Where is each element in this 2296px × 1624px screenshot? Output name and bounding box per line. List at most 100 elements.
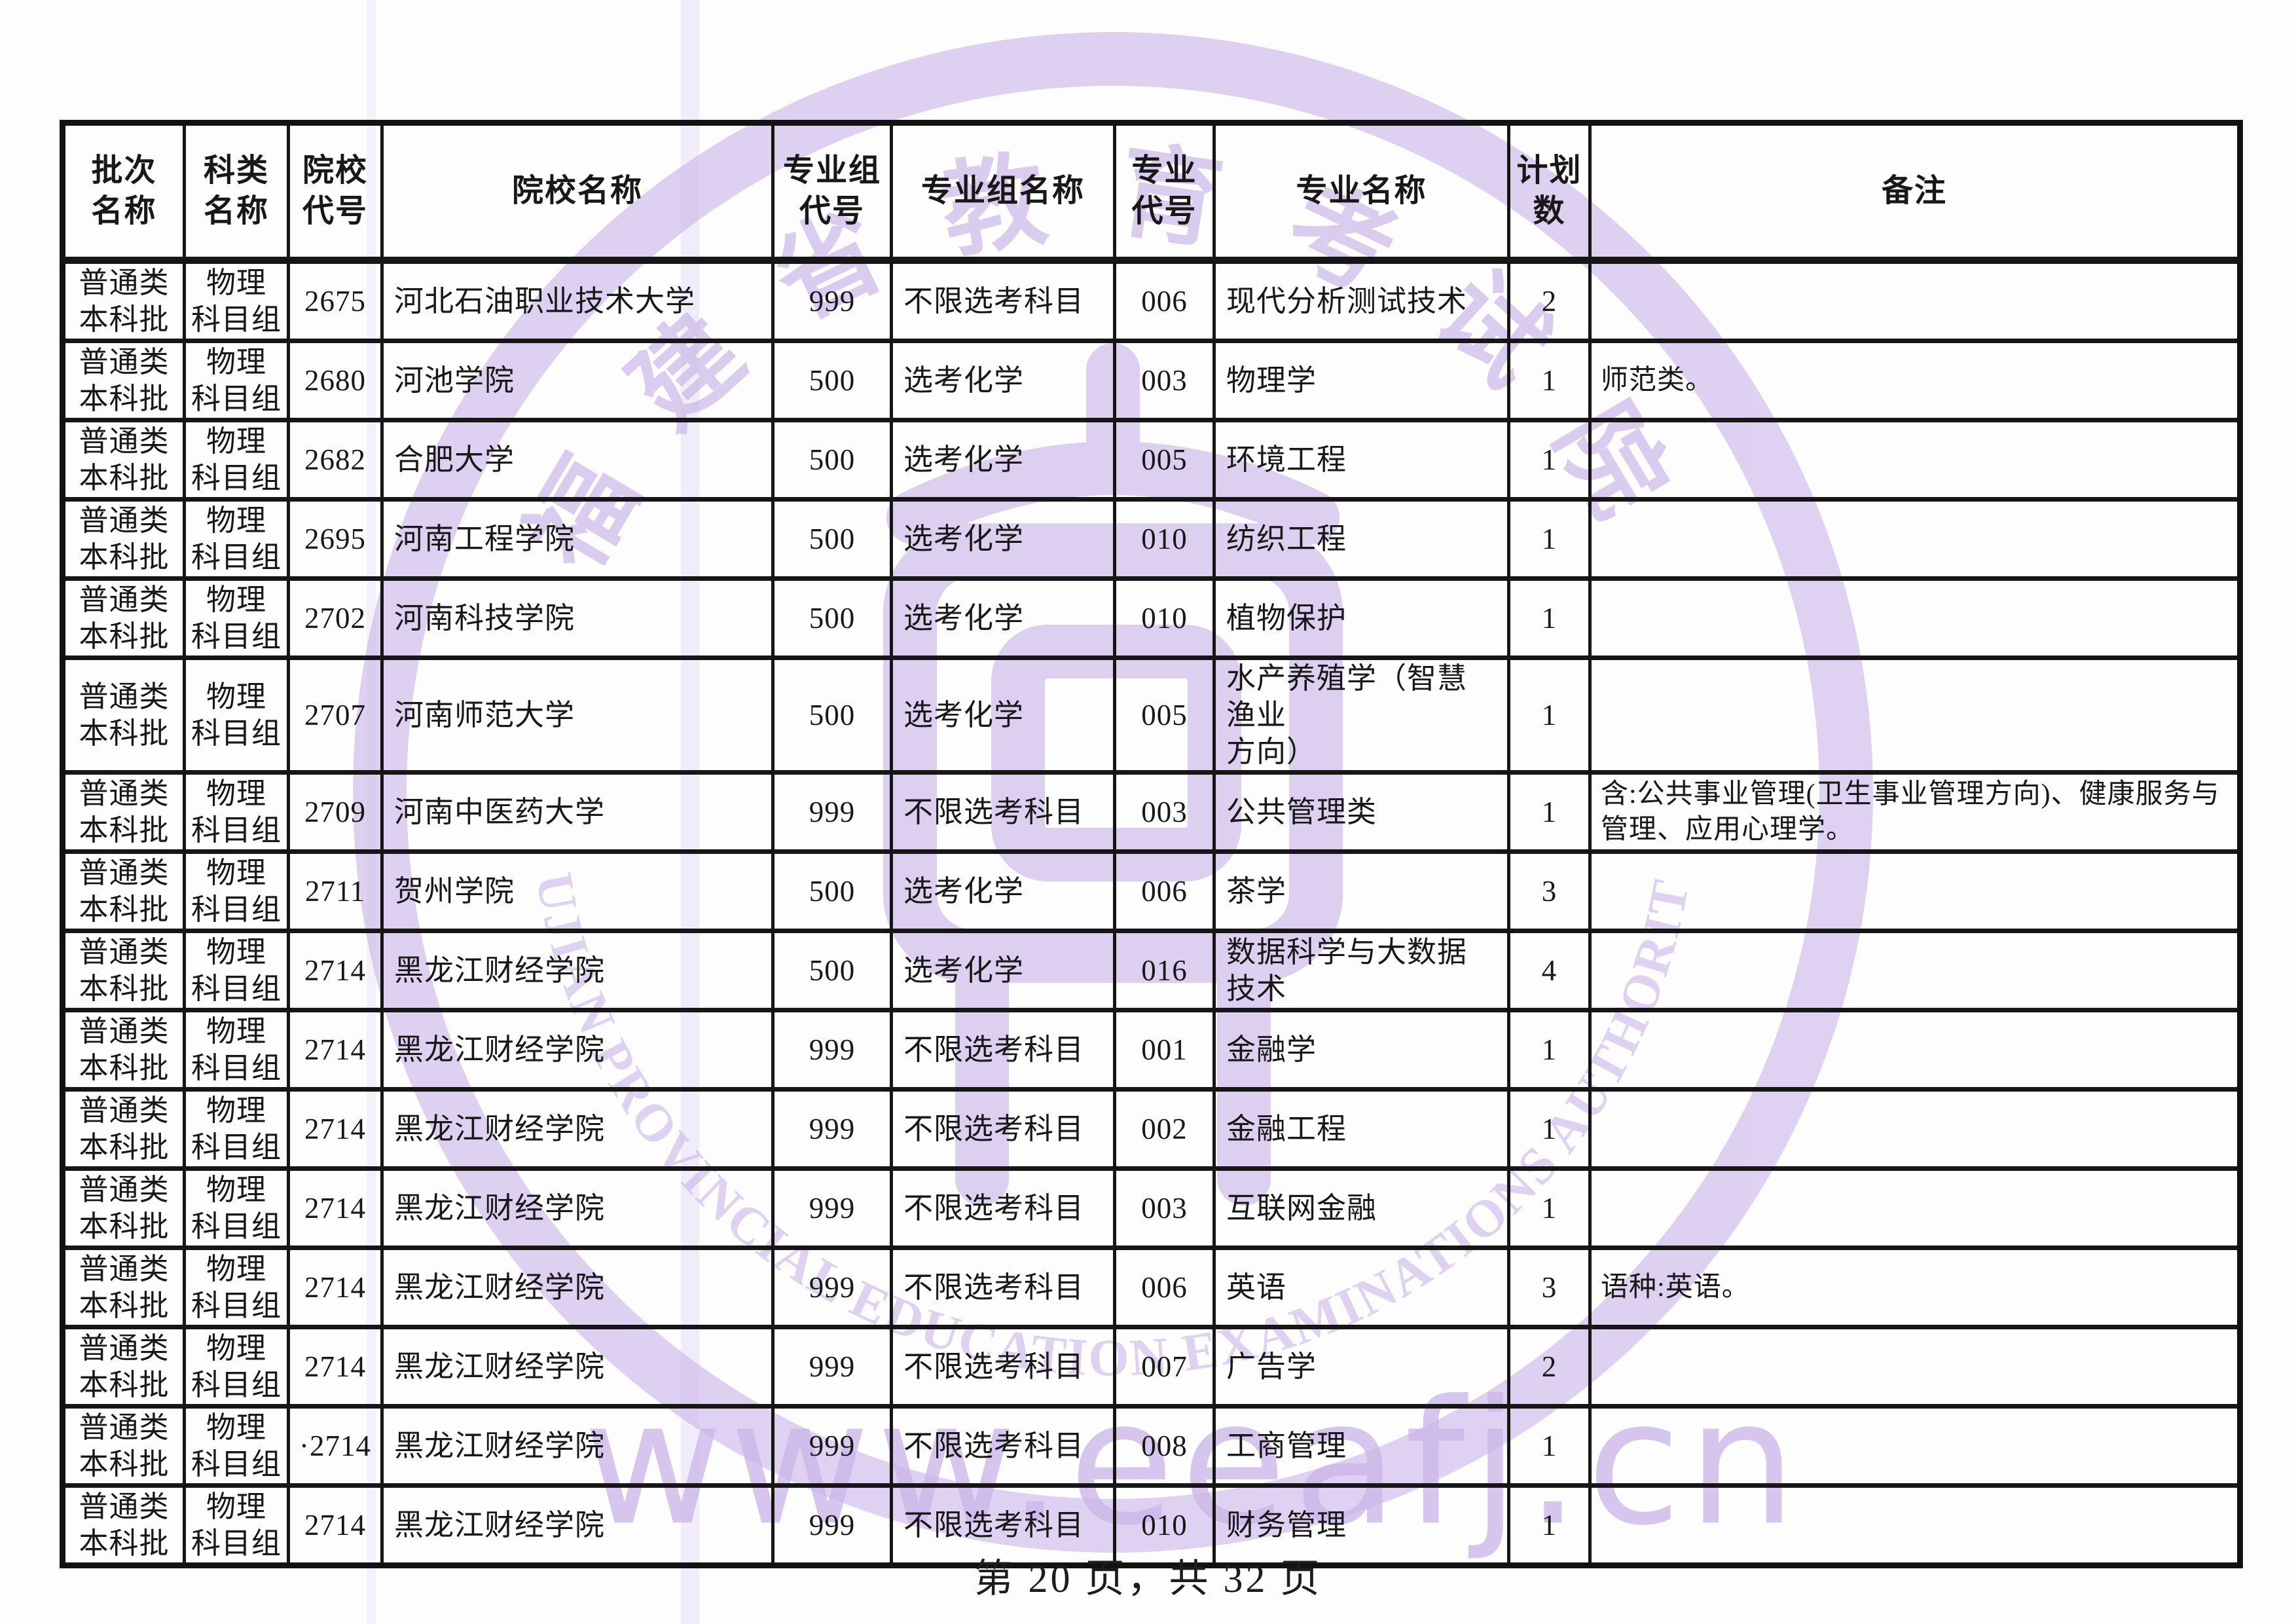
cell-plan-count: 1 (1507, 1166, 1592, 1250)
cell-major-name: 植物保护 (1212, 576, 1510, 660)
cell-remark (1588, 1404, 2242, 1488)
cell-batch-name: 普通类 本科批 (61, 576, 186, 660)
page-number-footer: 第 20 页，共 32 页 (974, 1557, 1322, 1600)
cell-subject-category: 物理 科目组 (183, 849, 290, 933)
header-major-name: 专业名称 (1212, 120, 1510, 264)
cell-major-code: 003 (1113, 770, 1216, 854)
table-row: 普通类 本科批 物理 科目组 2675 河北石油职业技术大学 999 不限选考科… (61, 258, 2242, 343)
cell-major-code: 003 (1113, 339, 1216, 422)
cell-subject-category: 物理 科目组 (183, 1404, 290, 1488)
cell-plan-count: 1 (1507, 655, 1592, 775)
cell-remark: 语种:英语。 (1588, 1246, 2242, 1329)
cell-major-group-name: 不限选考科目 (890, 1166, 1116, 1250)
cell-plan-count: 1 (1507, 770, 1592, 854)
header-row: 批次 名称 科类 名称 院校 代号 院校名称 专业组 代号 专业组名称 专业 代… (61, 120, 2242, 264)
cell-batch-name: 普通类 本科批 (61, 497, 186, 581)
cell-school-name: 黑龙江财经学院 (380, 1008, 774, 1092)
cell-major-code: 006 (1113, 258, 1216, 343)
cell-batch-name: 普通类 本科批 (61, 258, 186, 343)
cell-school-name: 河南科技学院 (380, 576, 774, 660)
cell-subject-category: 物理 科目组 (183, 418, 290, 502)
cell-plan-count: 3 (1507, 1246, 1592, 1329)
cell-plan-count: 2 (1507, 1325, 1592, 1409)
cell-major-code: 002 (1113, 1087, 1216, 1171)
cell-school-name: 贺州学院 (380, 849, 774, 933)
cell-remark (1588, 497, 2242, 581)
cell-subject-category: 物理 科目组 (183, 1246, 290, 1329)
cell-school-code: 2714 (287, 1325, 384, 1409)
cell-school-name: 黑龙江财经学院 (380, 929, 774, 1012)
cell-school-name: 河南工程学院 (380, 497, 774, 581)
cell-batch-name: 普通类 本科批 (61, 655, 186, 775)
cell-major-code: 010 (1113, 576, 1216, 660)
cell-major-code: 006 (1113, 849, 1216, 933)
cell-major-group-code: 999 (771, 1246, 893, 1329)
table-row: 普通类 本科批 物理 科目组 2695 河南工程学院 500 选考化学 010 … (61, 497, 2242, 581)
cell-major-group-name: 不限选考科目 (890, 1246, 1116, 1329)
cell-plan-count: 1 (1507, 576, 1592, 660)
table-row: 普通类 本科批 物理 科目组 2682 合肥大学 500 选考化学 005 环境… (61, 418, 2242, 502)
cell-subject-category: 物理 科目组 (183, 1008, 290, 1092)
cell-major-group-name: 不限选考科目 (890, 1087, 1116, 1171)
cell-school-name: 合肥大学 (380, 418, 774, 502)
cell-major-code: 005 (1113, 655, 1216, 775)
cell-major-code: 005 (1113, 418, 1216, 502)
table-row: 普通类 本科批 物理 科目组 2714 黑龙江财经学院 999 不限选考科目 0… (61, 1087, 2242, 1171)
cell-major-group-code: 999 (771, 1087, 893, 1171)
cell-plan-count: 2 (1507, 258, 1592, 343)
header-subject-category: 科类 名称 (183, 120, 290, 264)
cell-school-code: 2707 (287, 655, 384, 775)
cell-subject-category: 物理 科目组 (183, 576, 290, 660)
cell-batch-name: 普通类 本科批 (61, 418, 186, 502)
cell-batch-name: 普通类 本科批 (61, 929, 186, 1012)
header-plan-count: 计划 数 (1507, 120, 1592, 264)
cell-major-name: 纺织工程 (1212, 497, 1510, 581)
cell-major-group-code: 999 (771, 1008, 893, 1092)
cell-school-code: 2711 (287, 849, 384, 933)
cell-major-group-code: 500 (771, 655, 893, 775)
cell-major-group-name: 不限选考科目 (890, 770, 1116, 854)
cell-school-name: 河南中医药大学 (380, 770, 774, 854)
table-row: 普通类 本科批 物理 科目组 2709 河南中医药大学 999 不限选考科目 0… (61, 770, 2242, 854)
cell-major-group-name: 不限选考科目 (890, 1404, 1116, 1488)
table-row: 普通类 本科批 物理 科目组 ·2714 黑龙江财经学院 999 不限选考科目 … (61, 1404, 2242, 1488)
cell-major-group-code: 500 (771, 418, 893, 502)
cell-major-name: 现代分析测试技术 (1212, 258, 1510, 343)
cell-batch-name: 普通类 本科批 (61, 1325, 186, 1409)
cell-remark (1588, 1087, 2242, 1171)
cell-major-code: 010 (1113, 497, 1216, 581)
cell-major-group-name: 不限选考科目 (890, 258, 1116, 343)
cell-school-code: 2714 (287, 929, 384, 1012)
cell-major-name: 金融学 (1212, 1008, 1510, 1092)
admission-plan-table: 批次 名称 科类 名称 院校 代号 院校名称 专业组 代号 专业组名称 专业 代… (60, 120, 2243, 1568)
cell-major-code: 001 (1113, 1008, 1216, 1092)
cell-major-group-code: 500 (771, 929, 893, 1012)
cell-major-group-code: 500 (771, 576, 893, 660)
table-row: 普通类 本科批 物理 科目组 2714 黑龙江财经学院 999 不限选考科目 0… (61, 1325, 2242, 1409)
cell-school-name: 黑龙江财经学院 (380, 1246, 774, 1329)
cell-school-code: 2675 (287, 258, 384, 343)
cell-subject-category: 物理 科目组 (183, 339, 290, 422)
cell-subject-category: 物理 科目组 (183, 258, 290, 343)
cell-remark (1588, 1008, 2242, 1092)
cell-batch-name: 普通类 本科批 (61, 1404, 186, 1488)
cell-subject-category: 物理 科目组 (183, 497, 290, 581)
cell-school-name: 河池学院 (380, 339, 774, 422)
cell-school-name: 黑龙江财经学院 (380, 1325, 774, 1409)
cell-school-name: 黑龙江财经学院 (380, 1404, 774, 1488)
cell-school-code: 2714 (287, 1087, 384, 1171)
cell-plan-count: 1 (1507, 418, 1592, 502)
cell-major-name: 水产养殖学（智慧渔业 方向） (1212, 655, 1510, 775)
cell-plan-count: 1 (1507, 1008, 1592, 1092)
cell-plan-count: 1 (1507, 1087, 1592, 1171)
cell-school-name: 黑龙江财经学院 (380, 1166, 774, 1250)
cell-batch-name: 普通类 本科批 (61, 1483, 186, 1568)
cell-batch-name: 普通类 本科批 (61, 1008, 186, 1092)
cell-subject-category: 物理 科目组 (183, 770, 290, 854)
table-row: 普通类 本科批 物理 科目组 2711 贺州学院 500 选考化学 006 茶学… (61, 849, 2242, 933)
cell-remark (1588, 929, 2242, 1012)
header-major-group-name: 专业组名称 (890, 120, 1116, 264)
cell-major-name: 环境工程 (1212, 418, 1510, 502)
cell-major-code: 006 (1113, 1246, 1216, 1329)
